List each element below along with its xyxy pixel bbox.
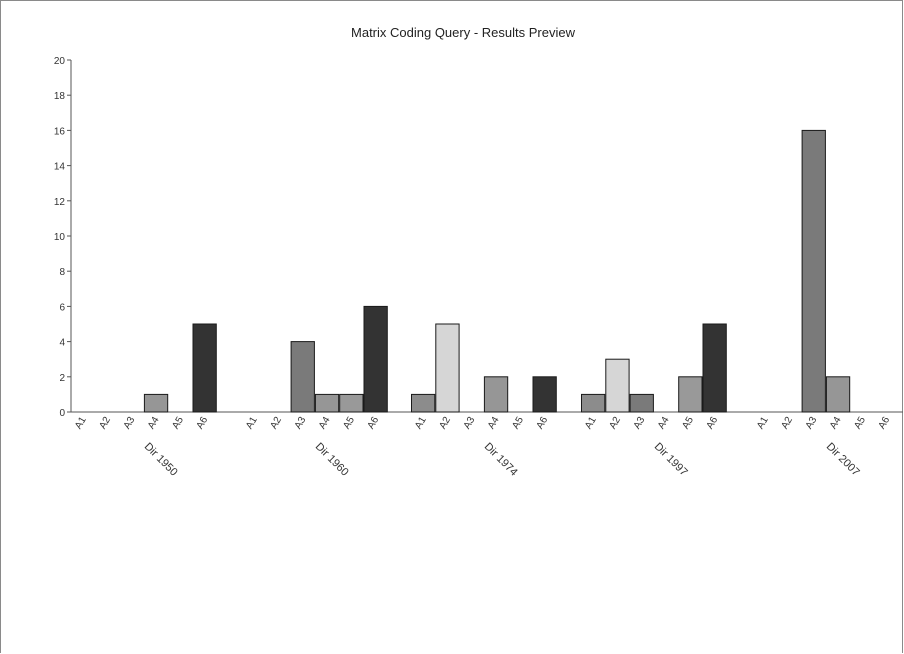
y-tick-label: 8: [59, 267, 65, 278]
x-category-label: A5: [852, 415, 868, 431]
y-tick-label: 12: [54, 197, 66, 208]
x-category-label: A6: [535, 415, 551, 431]
bar-dir-1997-a2: [605, 358, 630, 413]
x-category-label: A2: [437, 415, 453, 431]
y-tick-label: 0: [59, 408, 65, 419]
chart-bars: [143, 129, 851, 413]
y-tick-label: 10: [54, 232, 66, 243]
chart-title: Matrix Coding Query - Results Preview: [351, 25, 576, 40]
bar-dir-1960-a5: [339, 393, 364, 413]
x-category-label: A6: [877, 415, 893, 431]
x-category-label: A1: [244, 415, 260, 431]
x-category-label: A3: [122, 415, 138, 431]
y-tick-label: 18: [54, 91, 66, 102]
x-group-label: Dir 1974: [482, 441, 520, 479]
bar-dir-1997-a1: [581, 393, 606, 413]
y-tick-label: 14: [54, 162, 66, 173]
bar-dir-1960-a4: [314, 393, 340, 413]
bar-dir-1960-a6: [363, 305, 388, 413]
x-category-label: A2: [97, 415, 113, 431]
x-category-label: A2: [607, 415, 623, 431]
chart-labels: A1 A2 A3 A4 A5 A6 Dir 1950 A1 A2 A3 A4 A5 A6 Dir 1960…: [73, 415, 892, 479]
bar-dir-1997-a6: [702, 323, 727, 413]
x-category-label: A3: [804, 415, 820, 431]
x-category-label: A3: [293, 415, 309, 431]
bar-dir-2007-a4: [825, 376, 851, 413]
x-category-label: A2: [779, 415, 795, 431]
x-category-label: A5: [680, 415, 696, 431]
bar-dir-1950-a4: [143, 393, 169, 413]
x-group-label: Dir 1960: [313, 441, 351, 479]
x-category-label: A5: [170, 415, 186, 431]
x-category-label: A5: [341, 415, 357, 431]
x-category-label: A6: [705, 415, 721, 431]
chart-axes: 0 2 4 6 8 10 12 14 16 18 20: [54, 56, 903, 419]
x-group-label: Dir 2007: [824, 441, 862, 479]
y-tick-label: 6: [59, 302, 65, 313]
bar-dir-1997-a3: [629, 393, 654, 413]
x-category-label: A4: [656, 415, 672, 431]
bar-dir-1960-a3: [290, 341, 315, 413]
bar-dir-1974-a1: [411, 393, 436, 413]
x-category-label: A4: [146, 415, 162, 431]
x-category-label: A1: [755, 415, 771, 431]
bar-dir-1974-a6: [532, 376, 557, 413]
x-category-label: A1: [583, 415, 599, 431]
y-tick-label: 16: [54, 126, 66, 137]
bar-dir-1950-a6: [192, 323, 217, 413]
bar-dir-1974-a4: [483, 376, 509, 413]
x-group-label: Dir 1997: [652, 441, 690, 479]
x-category-label: A1: [413, 415, 429, 431]
x-category-label: A3: [462, 415, 478, 431]
y-tick-label: 4: [59, 338, 65, 349]
x-category-label: A4: [317, 415, 333, 431]
x-group-label: Dir 1950: [142, 441, 180, 479]
y-tick-label: 20: [54, 56, 66, 67]
bar-dir-1974-a2: [435, 323, 460, 413]
x-category-label: A3: [632, 415, 648, 431]
bar-dir-2007-a3: [801, 129, 826, 413]
x-category-label: A2: [268, 415, 284, 431]
x-category-label: A6: [195, 415, 211, 431]
x-category-label: A4: [486, 415, 502, 431]
x-category-label: A5: [510, 415, 526, 431]
x-category-label: A6: [366, 415, 382, 431]
x-category-label: A1: [73, 415, 89, 431]
y-tick-label: 2: [59, 373, 65, 384]
x-category-label: A4: [828, 415, 844, 431]
bar-dir-1997-a5: [678, 376, 703, 413]
